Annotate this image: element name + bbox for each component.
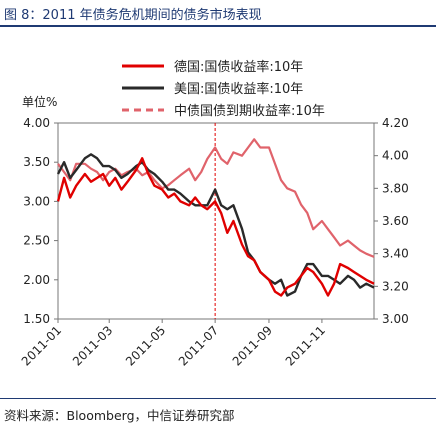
series-line-2 [57, 138, 375, 258]
legend-label-0: 德国:国债收益率:10年 [174, 59, 303, 75]
y-right-tick-label: 4.20 [382, 116, 409, 130]
y-right-tick-label: 3.20 [382, 279, 409, 293]
y-left-tick-label: 3.50 [23, 155, 50, 169]
legend-label-1: 美国:国债收益率:10年 [174, 81, 303, 97]
x-tick-label: 2011-07 [176, 323, 221, 368]
y-left-tick-label: 3.00 [23, 194, 50, 208]
x-tick-label: 2011-09 [230, 323, 275, 368]
x-tick-label: 2011-11 [283, 323, 328, 368]
bond-yield-chart: 1.50 2.00 2.50 3.00 3.50 4.00 3.00 3.20 3.40 3.6… [19, 59, 409, 369]
title-divider [0, 25, 436, 27]
y-left-tick-label: 1.50 [23, 312, 50, 326]
plot-area [57, 122, 375, 320]
figure-title: 图 8：2011 年债务危机期间的债务市场表现 [4, 8, 262, 23]
series-line-1 [56, 153, 375, 297]
y-right-tick-label: 4.00 [382, 149, 409, 163]
y-right-tick-label: 3.00 [382, 312, 409, 326]
x-tick-label: 2011-05 [123, 323, 168, 368]
y-right-tick-label: 3.40 [382, 247, 409, 261]
x-tick-label: 2011-03 [70, 323, 115, 368]
x-tick-label: 2011-01 [19, 323, 64, 368]
y-right-tick-label: 3.60 [382, 214, 409, 228]
y-right-tick-label: 3.80 [382, 181, 409, 195]
legend-label-2: 中债国债到期收益率:10年 [174, 103, 325, 119]
source-note: 资料来源：Bloomberg，中信证券研究部 [4, 408, 235, 423]
y-left-tick-label: 2.50 [23, 234, 50, 248]
y-left-tick-label: 2.00 [23, 273, 50, 287]
y-left-tick-label: 4.00 [23, 116, 50, 130]
source-divider [0, 398, 436, 399]
y-unit-label: 单位% [22, 94, 57, 109]
series-line-0 [56, 157, 375, 297]
